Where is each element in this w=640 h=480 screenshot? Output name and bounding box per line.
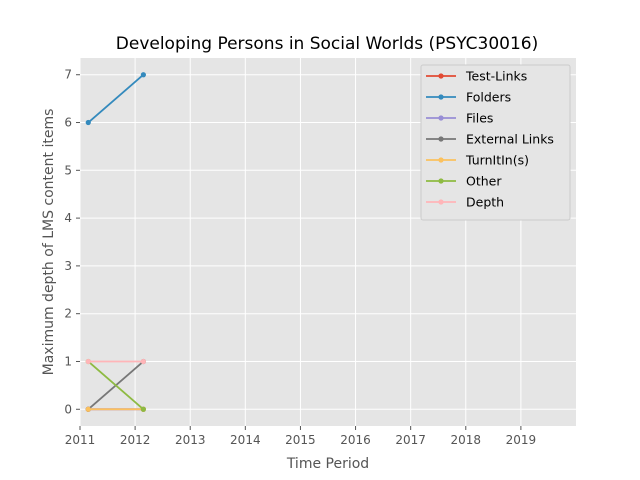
legend-label-files: Files <box>466 111 493 126</box>
y-tick-label: 1 <box>64 354 72 368</box>
data-point-folders <box>85 119 91 126</box>
chart-title: Developing Persons in Social Worlds (PSY… <box>116 34 538 54</box>
legend-label-folders: Folders <box>466 90 511 105</box>
legend-marker-depth <box>438 199 444 205</box>
legend-label-external-links: External Links <box>466 132 554 147</box>
x-tick-label: 2016 <box>340 433 371 447</box>
x-tick-label: 2013 <box>175 433 206 447</box>
x-axis-label: Time Period <box>286 456 369 472</box>
x-tick-label: 2015 <box>285 433 316 447</box>
legend-marker-external-links <box>438 136 444 142</box>
legend-label-depth: Depth <box>466 195 504 210</box>
y-tick-label: 0 <box>64 402 72 416</box>
data-point-folders <box>140 72 146 78</box>
y-tick-label: 3 <box>64 259 72 273</box>
legend-marker-folders <box>438 94 444 100</box>
legend-label-test-links: Test-Links <box>465 69 527 84</box>
x-tick-label: 2011 <box>65 433 96 447</box>
data-point-depth <box>140 358 146 365</box>
y-axis-ticks: 0 1 2 3 4 5 6 7 <box>64 68 80 416</box>
series-lines <box>85 72 146 412</box>
y-tick-label: 5 <box>64 163 72 177</box>
legend-label-other: Other <box>466 174 502 189</box>
y-tick-label: 2 <box>64 307 72 321</box>
x-tick-label: 2012 <box>120 433 151 447</box>
data-point-turnitin-s <box>85 406 91 412</box>
legend-label-turnitin-s: TurnItIn(s) <box>465 153 529 168</box>
legend: Test-Links Folders Files External Links Turn… <box>420 64 571 221</box>
legend-marker-files <box>438 115 444 121</box>
x-axis-ticks: 2011 2012 2013 2014 2015 2016 2017 2018 2019 <box>65 426 536 447</box>
y-tick-label: 7 <box>64 68 72 82</box>
legend-marker-turnitin-s <box>438 157 444 163</box>
legend-marker-test-links <box>438 73 444 79</box>
legend-box <box>420 64 571 221</box>
y-axis-label: Maximum depth of LMS content items <box>41 109 57 376</box>
x-tick-label: 2019 <box>506 433 537 447</box>
x-tick-label: 2018 <box>451 433 482 447</box>
y-tick-label: 6 <box>64 116 72 130</box>
series-line-other <box>87 360 144 410</box>
data-point-depth <box>85 358 91 365</box>
series-line-folders <box>87 74 144 124</box>
y-tick-label: 4 <box>64 211 72 225</box>
x-tick-label: 2014 <box>230 433 261 447</box>
x-tick-label: 2017 <box>395 433 426 447</box>
data-point-other <box>140 406 146 412</box>
legend-marker-other <box>438 178 444 184</box>
